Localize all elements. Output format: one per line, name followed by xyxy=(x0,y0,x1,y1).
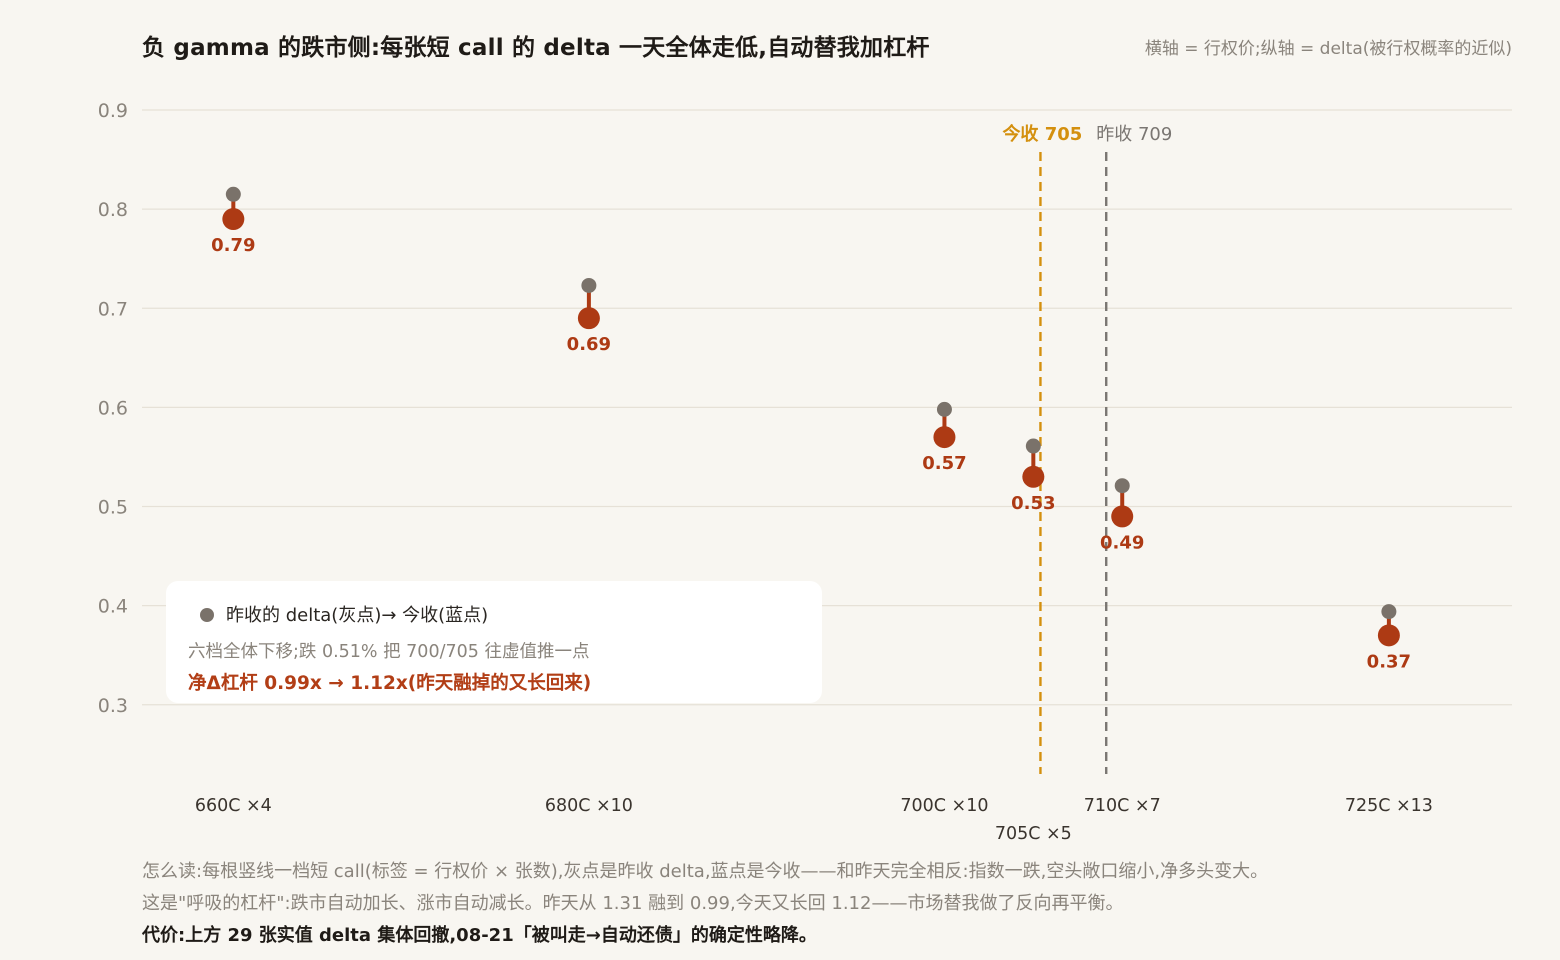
today-delta-dot xyxy=(1377,624,1400,647)
y-tick-label: 0.3 xyxy=(98,695,128,717)
x-tick-label: 660C ×4 xyxy=(195,796,272,816)
today-delta-label: 0.37 xyxy=(1367,651,1411,672)
label-layer: 0.79 660C ×4 0.69 680C ×10 0.57 700C ×10 0.53 7… xyxy=(195,235,1433,844)
y-tick-label: 0.6 xyxy=(98,397,128,419)
today-delta-dot xyxy=(933,426,956,449)
today-delta-label: 0.53 xyxy=(1011,493,1055,514)
footer-line-3: 代价:上方 29 张实值 delta 集体回撤,08-21「被叫走→自动还债」的… xyxy=(142,925,817,946)
ref-label-close-today: 今收 705 xyxy=(1002,123,1082,145)
footer-line-2: 这是"呼吸的杠杆":跌市自动加长、涨市自动减长。昨天从 1.31 融到 0.99… xyxy=(142,893,1124,914)
yesterday-delta-dot xyxy=(936,401,952,417)
ref-label-close-yesterday: 昨收 709 xyxy=(1096,124,1172,145)
legend-dot-icon xyxy=(200,608,214,622)
today-delta-label: 0.49 xyxy=(1100,532,1144,553)
grid-layer: 0.3 0.4 0.5 0.6 0.7 0.8 0.9 xyxy=(98,100,1512,717)
x-tick-label: 725C ×13 xyxy=(1345,796,1433,816)
y-tick-label: 0.8 xyxy=(98,199,128,221)
yesterday-delta-dot xyxy=(1381,604,1397,620)
chart-title: 负 gamma 的跌市侧:每张短 call 的 delta 一天全体走低,自动替… xyxy=(142,35,930,61)
x-tick-label: 705C ×5 xyxy=(995,824,1072,844)
legend-box: 昨收的 delta(灰点)→ 今收(蓝点) 六档全体下移;跌 0.51% 把 7… xyxy=(166,581,822,703)
x-tick-label: 710C ×7 xyxy=(1084,796,1161,816)
yesterday-delta-dot xyxy=(581,277,597,293)
data-layer xyxy=(222,186,1400,647)
legend-summary: 六档全体下移;跌 0.51% 把 700/705 往虚值推一点 xyxy=(188,642,590,662)
x-tick-label: 700C ×10 xyxy=(900,796,988,816)
today-delta-dot xyxy=(222,208,245,231)
legend-item: 昨收的 delta(灰点)→ 今收(蓝点) xyxy=(200,601,488,627)
legend-item-label: 昨收的 delta(灰点)→ 今收(蓝点) xyxy=(226,605,489,626)
yesterday-delta-dot xyxy=(1114,478,1130,494)
today-delta-dot xyxy=(1111,505,1134,528)
footer-line-1: 怎么读:每根竖线一档短 call(标签 = 行权价 × 张数),灰点是昨收 de… xyxy=(142,861,1269,882)
x-tick-label: 680C ×10 xyxy=(545,796,633,816)
reference-lines: 今收 705 昨收 709 xyxy=(1002,123,1172,774)
yesterday-delta-dot xyxy=(225,186,241,202)
y-tick-label: 0.7 xyxy=(98,298,128,320)
today-delta-dot xyxy=(577,307,600,330)
yesterday-delta-dot xyxy=(1025,438,1041,454)
y-tick-label: 0.4 xyxy=(98,596,128,618)
today-delta-label: 0.69 xyxy=(567,334,611,355)
today-delta-label: 0.57 xyxy=(922,453,966,474)
y-tick-label: 0.5 xyxy=(98,497,128,519)
today-delta-label: 0.79 xyxy=(211,235,255,256)
today-delta-dot xyxy=(1022,465,1045,488)
y-tick-label: 0.9 xyxy=(98,100,128,122)
legend-leverage-note: 净Δ杠杆 0.99x → 1.12x(昨天融掉的又长回来) xyxy=(188,673,592,694)
axis-note: 横轴 = 行权价;纵轴 = delta(被行权概率的近似) xyxy=(1144,39,1512,59)
